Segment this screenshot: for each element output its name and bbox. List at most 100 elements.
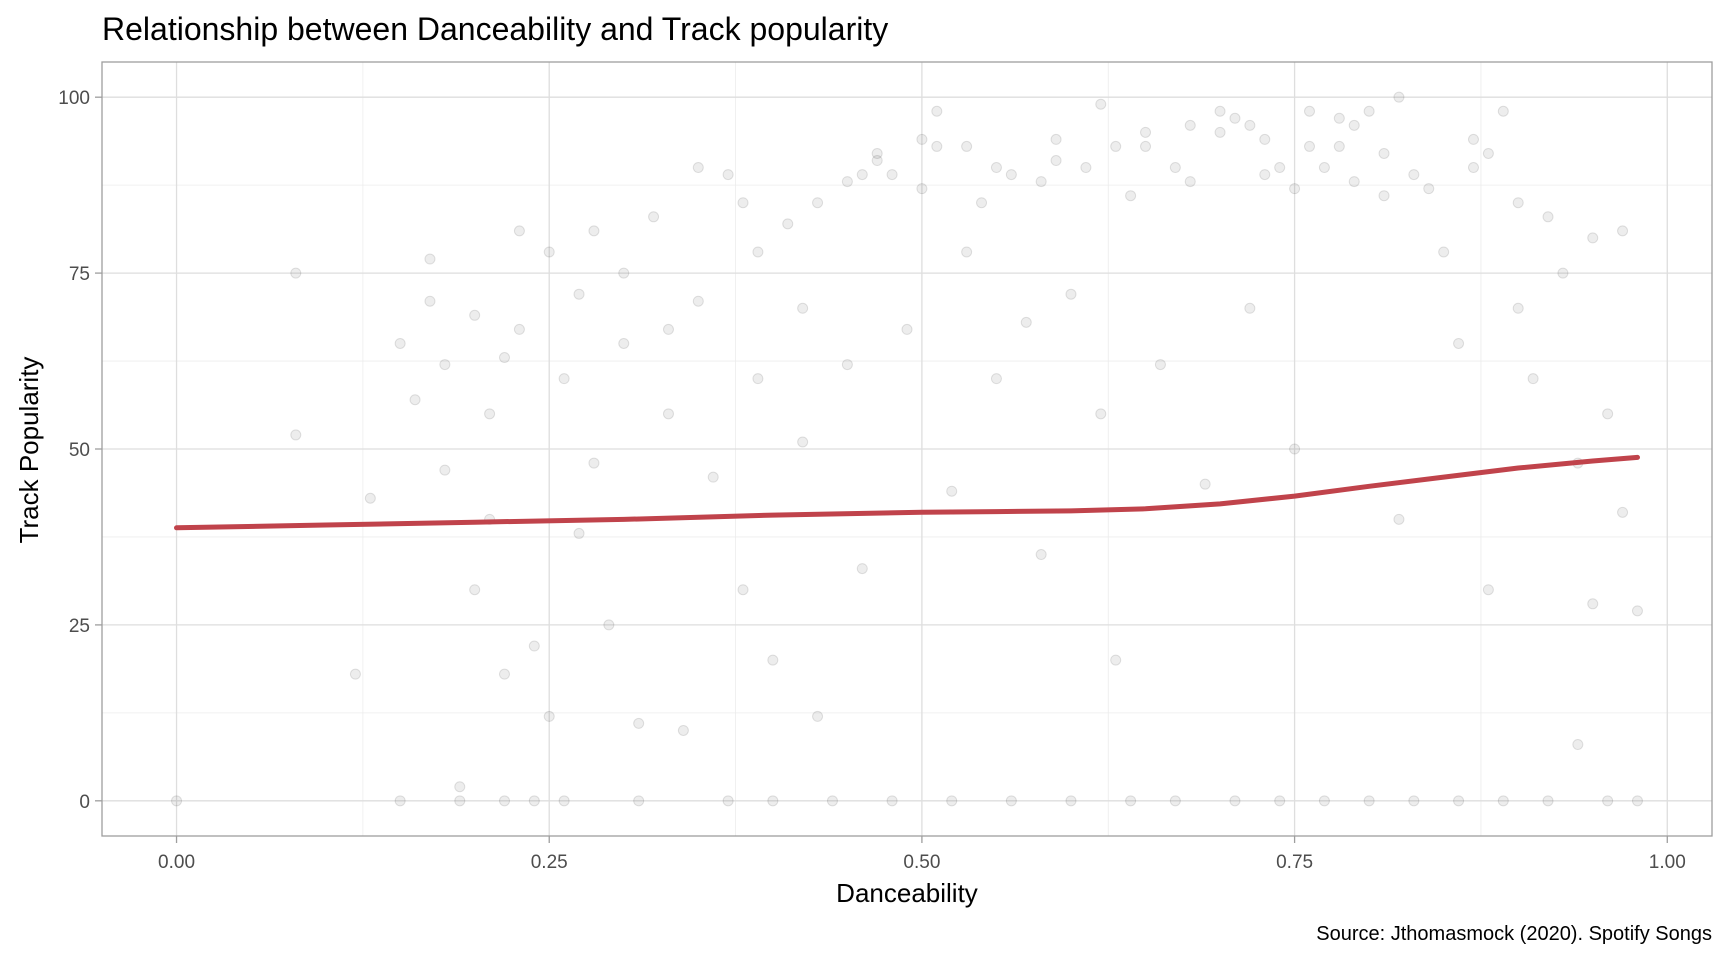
scatter-point xyxy=(1110,140,1122,152)
scatter-point xyxy=(1333,140,1345,152)
x-axis: 0.00 0.25 0.50 0.75 1.00 xyxy=(158,836,1686,873)
scatter-point xyxy=(662,408,674,420)
scatter-point xyxy=(633,795,645,807)
scatter-point xyxy=(961,246,973,258)
scatter-point xyxy=(1423,183,1435,195)
scatter-point xyxy=(1512,302,1524,314)
scatter-point xyxy=(1333,112,1345,124)
scatter-point xyxy=(1214,105,1226,117)
scatter-point xyxy=(1304,105,1315,117)
scatter-point xyxy=(946,485,958,497)
scatter-point xyxy=(1304,140,1315,152)
scatter-point xyxy=(767,654,779,666)
scatter-point xyxy=(409,394,421,406)
source-caption: Source: Jthomasmock (2020). Spotify Song… xyxy=(1316,923,1712,945)
scatter-point xyxy=(1617,225,1629,237)
y-tick-label: 0 xyxy=(79,792,90,813)
scatter-point xyxy=(1244,302,1256,314)
scatter-point xyxy=(1050,133,1062,145)
scatter-point xyxy=(767,795,779,807)
scatter-point xyxy=(1035,549,1047,561)
y-tick-label: 75 xyxy=(69,264,90,285)
scatter-point xyxy=(976,197,988,209)
scatter-point xyxy=(1229,795,1241,807)
scatter-point xyxy=(871,155,883,167)
y-axis-title: Track Popularity xyxy=(14,357,44,544)
scatter-point xyxy=(528,640,540,652)
scatter-points xyxy=(171,91,1643,807)
scatter-point xyxy=(1542,211,1554,223)
scatter-point xyxy=(692,162,704,174)
scatter-point xyxy=(1244,119,1256,131)
scatter-point xyxy=(752,373,764,385)
scatter-point xyxy=(1602,795,1614,807)
scatter-point xyxy=(648,211,660,223)
scatter-point xyxy=(1080,162,1092,174)
scatter-point xyxy=(1005,169,1017,181)
scatter-point xyxy=(1140,140,1152,152)
scatter-point xyxy=(1169,162,1181,174)
scatter-point xyxy=(916,133,928,145)
scatter-point xyxy=(1169,795,1181,807)
scatter-point xyxy=(856,563,868,575)
minor-gridlines xyxy=(102,62,1712,836)
scatter-point xyxy=(573,527,585,539)
scatter-point xyxy=(558,795,570,807)
smooth-trend-line xyxy=(174,454,1640,531)
scatter-point xyxy=(171,795,183,807)
scatter-point xyxy=(841,359,853,371)
scatter-point xyxy=(1587,598,1599,610)
scatter-point xyxy=(856,169,868,181)
scatter-point xyxy=(1467,133,1479,145)
scatter-point xyxy=(946,795,958,807)
scatter-point xyxy=(1408,169,1420,181)
scatter-point xyxy=(1497,105,1509,117)
scatter-point xyxy=(588,225,600,237)
scatter-point xyxy=(1348,119,1360,131)
scatter-point xyxy=(1035,176,1047,188)
scatter-point xyxy=(1065,795,1077,807)
scatter-point xyxy=(961,140,973,152)
scatter-point xyxy=(484,408,496,420)
scatter-point xyxy=(677,724,689,736)
scatter-point xyxy=(662,323,674,335)
scatter-point xyxy=(1363,105,1375,117)
scatter-point xyxy=(1348,176,1360,188)
scatter-point xyxy=(439,359,451,371)
y-tick-label: 100 xyxy=(58,88,90,109)
scatter-point xyxy=(603,619,615,631)
scatter-point xyxy=(1199,478,1211,490)
y-tick-label: 25 xyxy=(69,616,90,637)
scatter-point xyxy=(1110,654,1122,666)
y-tick-label: 50 xyxy=(69,440,90,461)
scatter-point xyxy=(349,668,361,680)
scatter-point xyxy=(469,584,481,596)
scatter-point xyxy=(1527,373,1539,385)
scatter-point xyxy=(1184,176,1196,188)
scatter-point xyxy=(797,302,809,314)
scatter-point xyxy=(901,323,913,335)
scatter-point xyxy=(394,337,406,349)
x-axis-title: Danceability xyxy=(836,878,978,908)
scatter-point xyxy=(931,140,943,152)
scatter-point xyxy=(513,225,525,237)
scatter-point xyxy=(797,436,809,448)
scatter-point xyxy=(931,105,943,117)
scatter-point xyxy=(722,169,734,181)
scatter-point xyxy=(1512,197,1524,209)
scatter-point xyxy=(782,218,794,230)
scatter-point xyxy=(752,246,764,258)
scatter-point xyxy=(1274,795,1286,807)
scatter-point xyxy=(1214,126,1226,138)
scatter-point xyxy=(424,253,436,265)
scatter-point xyxy=(1065,288,1077,300)
scatter-point xyxy=(1542,795,1554,807)
scatter-point xyxy=(1318,162,1330,174)
scatter-point xyxy=(1005,795,1017,807)
chart-title: Relationship between Danceability and Tr… xyxy=(102,11,888,47)
scatter-point xyxy=(1587,232,1599,244)
scatter-point xyxy=(364,492,376,504)
scatter-point xyxy=(1259,133,1271,145)
scatter-point xyxy=(469,309,481,321)
scatter-point xyxy=(1631,795,1643,807)
